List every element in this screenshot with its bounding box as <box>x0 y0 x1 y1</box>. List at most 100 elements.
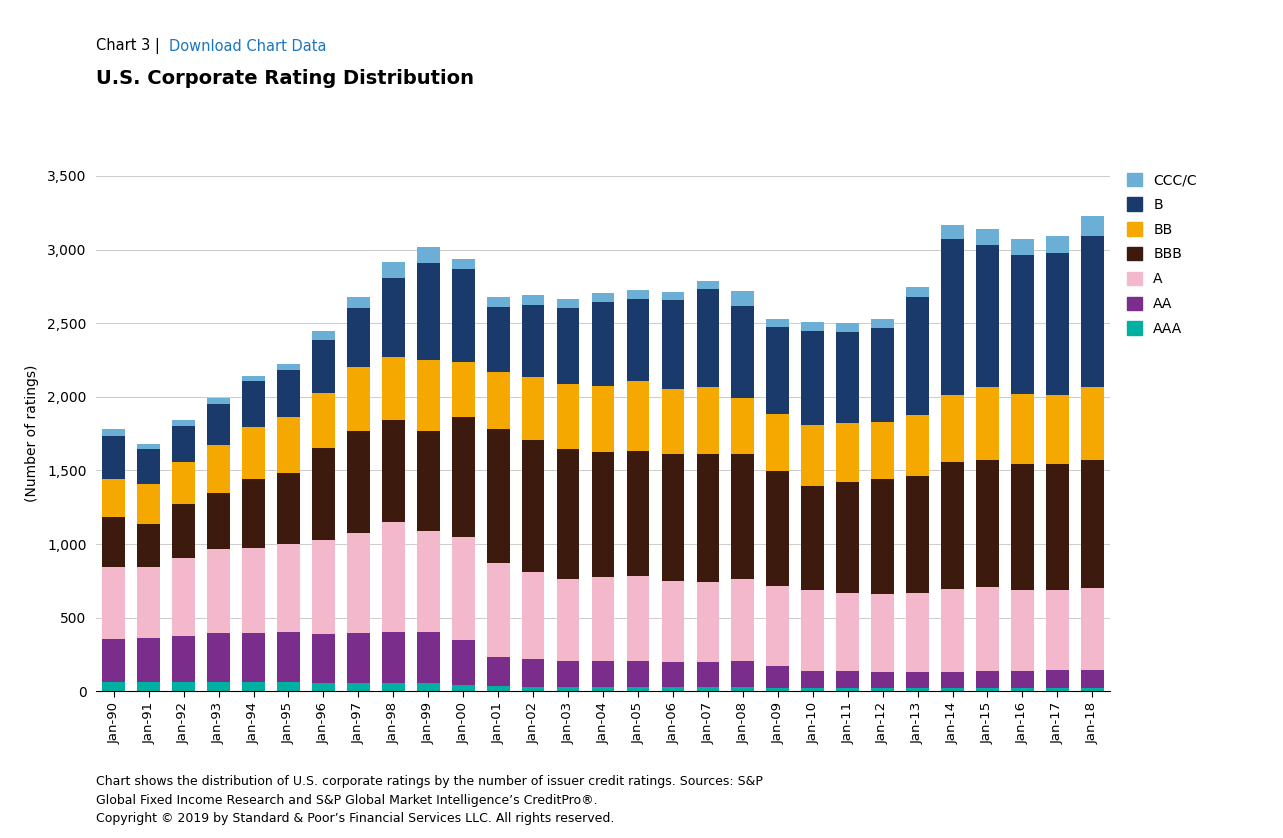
Bar <box>452 685 475 691</box>
Bar <box>942 240 964 396</box>
Bar <box>942 589 964 672</box>
Bar <box>976 670 999 688</box>
Bar <box>242 548 264 634</box>
Bar <box>906 415 929 476</box>
Bar <box>1011 670 1034 688</box>
Bar <box>172 421 195 426</box>
Bar <box>557 449 580 579</box>
Bar <box>1082 688 1103 691</box>
Bar <box>557 687 580 691</box>
Bar <box>346 682 370 691</box>
Bar <box>452 417 475 536</box>
Bar <box>103 429 124 436</box>
Bar <box>207 494 230 549</box>
Bar <box>731 687 754 691</box>
Bar <box>766 327 789 414</box>
Bar <box>942 396 964 463</box>
Bar <box>382 682 404 691</box>
Bar <box>662 300 684 390</box>
Bar <box>346 297 370 308</box>
Bar <box>1011 688 1034 691</box>
Bar <box>277 417 300 473</box>
Bar <box>1082 460 1103 588</box>
Bar <box>417 682 440 691</box>
Bar <box>277 370 300 417</box>
Bar <box>731 453 754 579</box>
Bar <box>766 665 789 688</box>
Bar <box>207 404 230 445</box>
Bar <box>242 375 264 381</box>
Bar <box>766 414 789 471</box>
Bar <box>172 636 195 682</box>
Bar <box>207 682 230 691</box>
Bar <box>312 393 335 448</box>
Bar <box>976 587 999 670</box>
Bar <box>522 377 544 440</box>
Bar <box>103 478 124 517</box>
Bar <box>452 640 475 685</box>
Bar <box>522 687 544 691</box>
Bar <box>591 385 615 452</box>
Bar <box>103 517 124 567</box>
Bar <box>172 682 195 691</box>
Bar <box>452 536 475 640</box>
Bar <box>522 295 544 305</box>
Bar <box>277 682 300 691</box>
Bar <box>626 290 649 299</box>
Bar <box>662 390 684 454</box>
Bar <box>557 661 580 687</box>
Bar <box>522 572 544 659</box>
Bar <box>522 305 544 377</box>
Bar <box>1046 464 1069 591</box>
Bar <box>591 687 615 691</box>
Bar <box>906 592 929 672</box>
Bar <box>766 688 789 691</box>
Bar <box>207 445 230 494</box>
Bar <box>871 672 894 688</box>
Bar <box>207 398 230 404</box>
Y-axis label: (Number of ratings): (Number of ratings) <box>24 365 38 502</box>
Bar <box>1046 236 1069 253</box>
Bar <box>1082 670 1103 688</box>
Bar <box>1046 591 1069 670</box>
Bar <box>242 634 264 682</box>
Bar <box>312 682 335 691</box>
Bar <box>417 633 440 682</box>
Bar <box>802 486 824 591</box>
Bar <box>942 225 964 240</box>
Bar <box>452 362 475 417</box>
Bar <box>417 263 440 360</box>
Bar <box>591 293 615 302</box>
Bar <box>697 387 720 453</box>
Bar <box>662 454 684 581</box>
Bar <box>1011 239 1034 256</box>
Bar <box>522 659 544 687</box>
Bar <box>242 682 264 691</box>
Bar <box>346 634 370 682</box>
Bar <box>312 340 335 393</box>
Bar <box>802 688 824 691</box>
Bar <box>731 307 754 397</box>
Bar <box>312 540 335 634</box>
Bar <box>662 292 684 300</box>
Bar <box>731 397 754 453</box>
Bar <box>906 672 929 688</box>
Bar <box>137 567 160 638</box>
Bar <box>346 533 370 634</box>
Bar <box>382 262 404 277</box>
Bar <box>486 372 509 428</box>
Bar <box>486 297 509 307</box>
Bar <box>486 562 509 657</box>
Bar <box>417 530 440 633</box>
Bar <box>942 463 964 589</box>
Bar <box>626 661 649 687</box>
Bar <box>591 577 615 661</box>
Bar <box>766 586 789 665</box>
Bar <box>697 288 720 387</box>
Bar <box>731 579 754 661</box>
Bar <box>137 638 160 682</box>
Bar <box>242 381 264 427</box>
Bar <box>312 634 335 682</box>
Bar <box>942 672 964 688</box>
Bar <box>557 308 580 385</box>
